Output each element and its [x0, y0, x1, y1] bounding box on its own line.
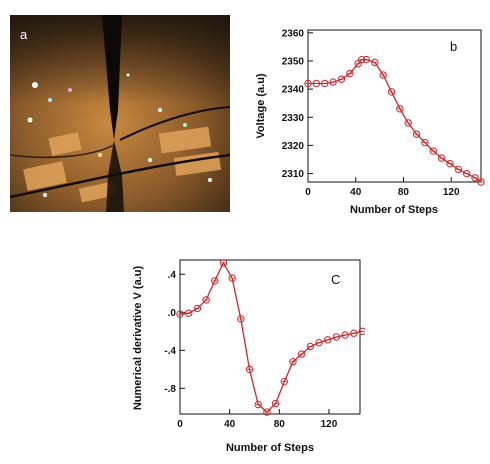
derivative-y-axis-title: Numerical derivative V (a.u) [132, 266, 144, 411]
derivative-x-tick-label: 0 [177, 419, 183, 430]
derivative-y-tick-label: -.8 [164, 384, 176, 395]
derivative-data-point [193, 304, 202, 313]
derivative-series [176, 259, 367, 416]
voltage-data-point [454, 165, 463, 174]
derivative-data-point [350, 329, 358, 337]
derivative-data-point [271, 399, 280, 408]
voltage-data-point [396, 105, 404, 113]
voltage-y-tick-label: 2350 [282, 56, 305, 67]
voltage-chart: b Number of Steps Voltage (a.u) 0 40 80 120… [250, 20, 490, 220]
derivative-x-tick-label: 40 [224, 419, 236, 430]
voltage-data-point [412, 130, 421, 138]
voltage-data-point [421, 138, 429, 147]
reflection-sparkles [27, 73, 212, 197]
voltage-y-tick-label: 2310 [282, 169, 305, 180]
voltage-data-point [379, 71, 387, 79]
wire-left [9, 144, 115, 159]
derivative-data-point [237, 315, 245, 323]
voltage-data-point [437, 154, 446, 162]
voltage-data-point [462, 169, 471, 178]
voltage-data-point [404, 119, 412, 127]
derivative-data-point [297, 350, 306, 358]
wire-lower [9, 153, 231, 199]
voltage-y-tick-label: 2340 [282, 85, 305, 96]
derivative-y-tick-label: .0 [168, 308, 177, 319]
microscope-photo: a [9, 15, 231, 212]
voltage-data-point [354, 60, 362, 68]
derivative-ticks: 0 40 80 120 .4 .0 -.4 -.8 [164, 270, 337, 430]
voltage-data-point [329, 78, 337, 86]
probe-needle [102, 15, 122, 140]
microscope-photo-svg: a [9, 15, 231, 212]
derivative-data-point [202, 296, 210, 304]
derivative-data-point [176, 310, 184, 318]
derivative-data-point [211, 277, 219, 285]
voltage-x-axis-title: Number of Steps [350, 204, 438, 216]
voltage-data-point [346, 69, 354, 78]
voltage-y-tick-label: 2320 [282, 141, 305, 152]
derivative-data-point [341, 331, 349, 339]
voltage-series-line [308, 58, 482, 183]
derivative-x-axis-title: Number of Steps [226, 442, 314, 454]
voltage-data-point [371, 58, 379, 67]
derivative-y-tick-label: -.4 [164, 346, 176, 357]
derivative-chart-svg: C Number of Steps Numerical derivative V… [132, 259, 367, 454]
voltage-data-point [429, 147, 437, 155]
derivative-x-tick-label: 120 [321, 419, 338, 430]
voltage-x-tick-label: 120 [443, 187, 460, 198]
derivative-chart: C Number of Steps Numerical derivative V… [125, 250, 367, 459]
panel-a-label: a [20, 27, 28, 42]
voltage-ticks: 0 40 80 120 2310 2320 2330 2340 2350 2360 [282, 28, 460, 198]
derivative-data-point [263, 408, 271, 416]
voltage-data-point [471, 174, 479, 182]
wire-upper [119, 106, 231, 141]
voltage-series [304, 55, 485, 186]
voltage-x-tick-label: 0 [305, 187, 311, 198]
voltage-y-tick-label: 2330 [282, 113, 305, 124]
derivative-y-tick-label: .4 [168, 270, 177, 281]
voltage-chart-svg: b Number of Steps Voltage (a.u) 0 40 80 120… [255, 28, 485, 216]
derivative-data-point [280, 377, 288, 386]
derivative-data-point [254, 400, 262, 409]
voltage-plot-frame [307, 29, 482, 183]
voltage-y-axis-title: Voltage (a.u) [255, 73, 267, 139]
voltage-data-point [362, 55, 371, 64]
voltage-data-point [477, 178, 485, 186]
derivative-data-point [324, 336, 332, 344]
voltage-data-point [321, 79, 329, 88]
derivative-data-point [315, 339, 323, 347]
voltage-data-point [312, 79, 321, 88]
derivative-data-point [228, 274, 236, 282]
derivative-series-line [179, 261, 363, 413]
derivative-data-point [184, 309, 193, 317]
derivative-data-point [289, 358, 297, 366]
voltage-data-point [446, 160, 454, 168]
voltage-x-tick-label: 40 [350, 187, 362, 198]
derivative-data-point [332, 333, 341, 341]
voltage-data-point [337, 75, 346, 83]
derivative-data-point [219, 259, 228, 267]
derivative-x-tick-label: 80 [274, 419, 286, 430]
derivative-data-point [306, 342, 315, 351]
voltage-data-point [304, 79, 312, 88]
panel-b-label: b [450, 39, 457, 54]
derivative-data-point [245, 365, 254, 374]
voltage-x-tick-label: 80 [398, 187, 410, 198]
panel-c-label: C [331, 272, 340, 287]
chip-pads [23, 126, 222, 203]
voltage-y-tick-label: 2360 [282, 28, 305, 39]
voltage-data-point [387, 88, 396, 96]
